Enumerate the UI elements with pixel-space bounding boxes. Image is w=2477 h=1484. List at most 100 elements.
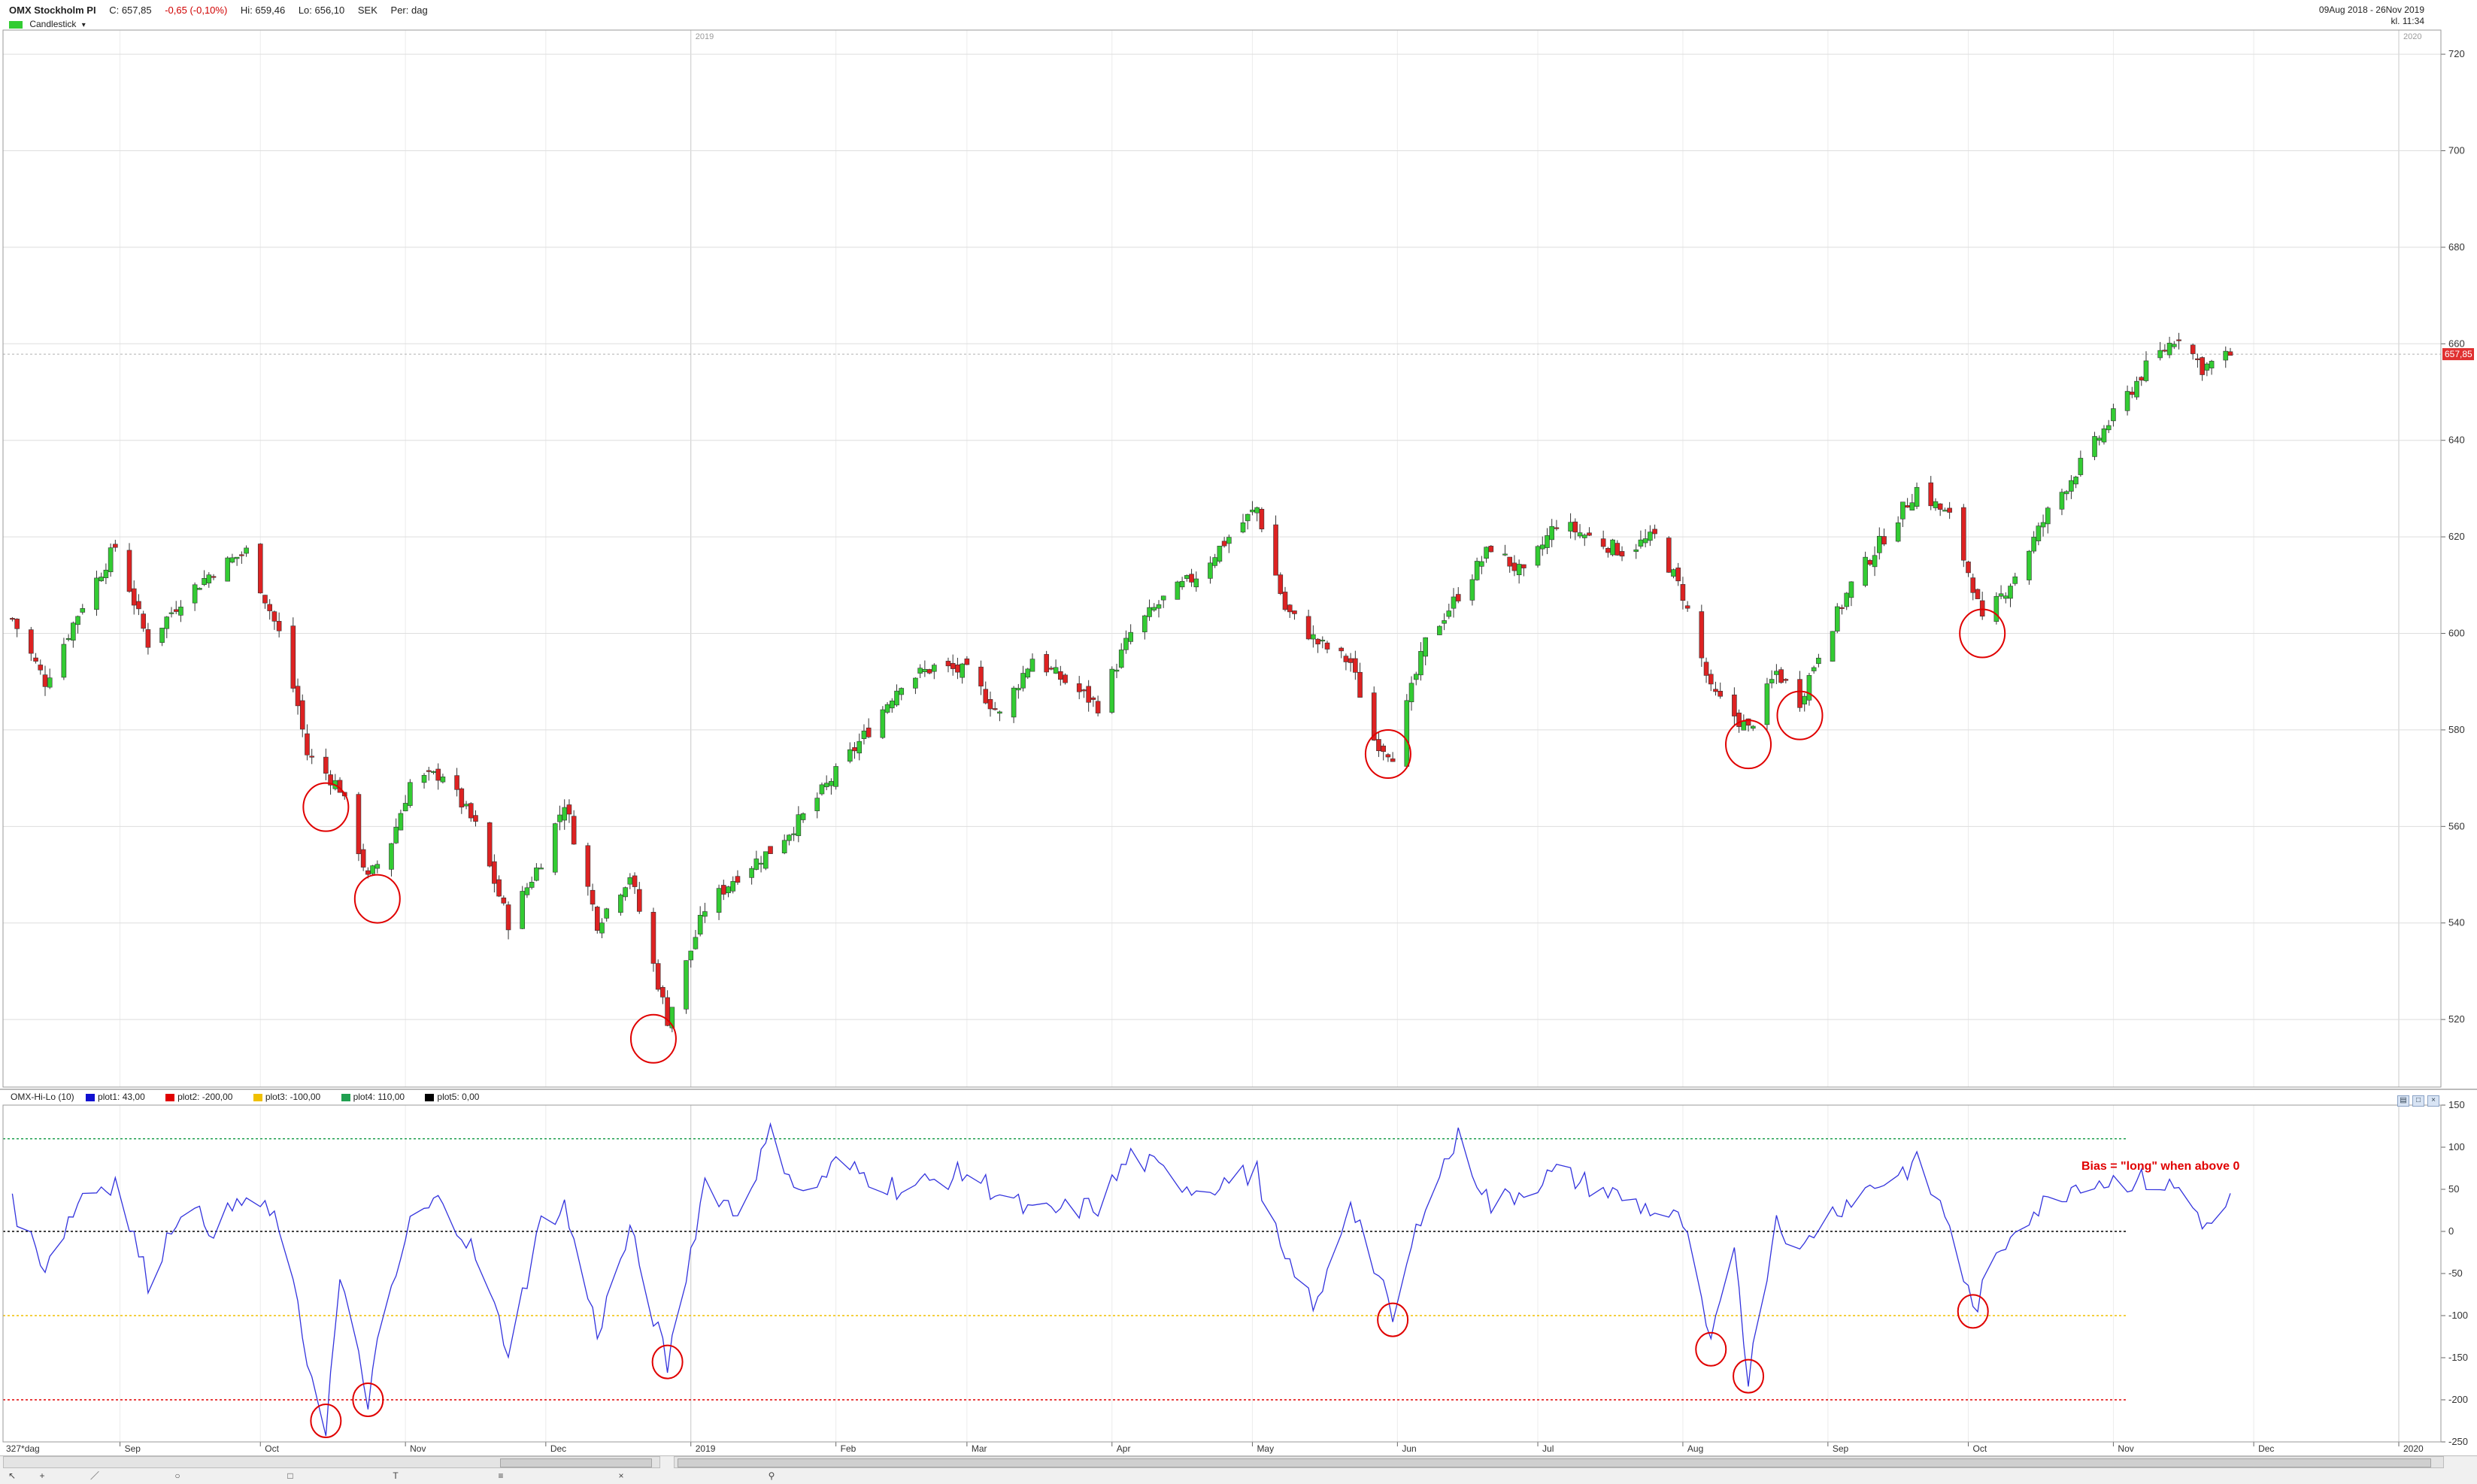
candle-down <box>492 861 497 884</box>
delete-tool-icon[interactable]: × <box>618 1470 624 1481</box>
candle-down <box>590 889 596 905</box>
candle-up <box>2157 350 2163 359</box>
candle-up <box>823 783 829 788</box>
candle-down <box>211 576 217 578</box>
time-tick-label: Oct <box>1973 1443 1987 1454</box>
candle-up <box>623 887 628 898</box>
candle-up <box>1811 667 1817 671</box>
candle-up <box>2166 343 2172 356</box>
candle-down <box>1970 577 1976 593</box>
period-label[interactable]: Per: dag <box>390 5 428 16</box>
candle-down <box>1554 527 1560 529</box>
price-axis-label: 660 <box>2448 338 2465 349</box>
candle-up <box>389 843 394 870</box>
panel-close-icon[interactable]: × <box>2427 1095 2439 1107</box>
legend-swatch <box>253 1093 262 1101</box>
highlight-circle <box>629 1013 677 1064</box>
line-tool-icon[interactable]: ／ <box>90 1470 100 1481</box>
candle-down <box>356 794 362 855</box>
candle-up <box>1648 532 1653 541</box>
bias-annotation: Bias = "long" when above 0 <box>2081 1160 2240 1173</box>
indicator-axis-label: -250 <box>2448 1436 2468 1447</box>
candle-down <box>1353 658 1358 673</box>
candle-down <box>290 625 296 689</box>
rectangle-tool-icon[interactable]: □ <box>287 1470 293 1481</box>
scrollbar-thumb[interactable] <box>500 1458 652 1467</box>
candle-up <box>2012 576 2018 584</box>
circle-tool-icon[interactable]: ○ <box>174 1470 180 1481</box>
candle-down <box>571 816 577 845</box>
fibonacci-tool-icon[interactable]: ≡ <box>498 1470 504 1481</box>
candle-down <box>1605 547 1611 553</box>
candle-down <box>1732 694 1737 716</box>
instrument-name[interactable]: OMX Stockholm PI <box>9 5 96 16</box>
candle-down <box>360 849 366 868</box>
candle-up <box>1545 535 1550 548</box>
chart-type-selector[interactable]: Candlestick ▾ <box>9 19 86 29</box>
candle-up <box>669 1007 675 1028</box>
time-tick-label: Nov <box>410 1443 426 1454</box>
candle-up <box>861 730 867 739</box>
candle-down <box>305 733 310 756</box>
candle-down <box>1713 689 1718 692</box>
change-value: -0,65 (-0,10%) <box>165 5 228 16</box>
candle-down <box>38 665 44 671</box>
legend-plot4: plot4: 110,00 <box>341 1092 414 1102</box>
scrollbar-thumb[interactable] <box>678 1458 2431 1467</box>
candle-down <box>299 700 305 730</box>
candle-down <box>1718 691 1724 697</box>
candle-up <box>627 877 633 885</box>
text-tool-icon[interactable]: T <box>393 1470 399 1481</box>
timestamp: kl. 11:34 <box>2391 16 2424 26</box>
candle-up <box>80 608 86 613</box>
crosshair-icon[interactable]: + <box>39 1470 45 1481</box>
indicator-axis-label: 100 <box>2448 1141 2465 1152</box>
time-scrollbar-right[interactable] <box>674 1456 2444 1468</box>
candle-up <box>244 547 249 554</box>
candle-up <box>899 688 905 695</box>
panel-maximize-icon[interactable]: □ <box>2412 1095 2424 1107</box>
candle-down <box>1058 671 1063 680</box>
high-value: Hi: 659,46 <box>240 5 286 16</box>
candle-up <box>1212 557 1217 566</box>
candle-down <box>257 544 263 594</box>
candle-up <box>108 547 114 573</box>
candle-up <box>1053 667 1059 674</box>
candle-up <box>103 569 109 578</box>
candle-up <box>819 784 825 795</box>
time-tick-label: Oct <box>265 1443 279 1454</box>
candle-up <box>374 864 380 869</box>
candle-up <box>1844 592 1850 607</box>
candle-up <box>2172 344 2177 347</box>
candle-up <box>1254 507 1260 513</box>
candle-up <box>234 556 240 559</box>
candle-up <box>408 782 413 806</box>
candle-up <box>917 668 923 674</box>
highlight-circle <box>651 1344 684 1380</box>
candle-down <box>29 629 34 654</box>
candle-down <box>1357 671 1363 698</box>
candle-up <box>2223 350 2229 361</box>
indicator-name[interactable]: OMX-Hi-Lo (10) <box>11 1092 74 1102</box>
candle-down <box>262 595 268 604</box>
candle-up <box>2106 425 2112 431</box>
candle-down <box>173 609 179 612</box>
candle-down <box>271 611 277 622</box>
candle-down <box>1680 584 1686 601</box>
time-scrollbar[interactable] <box>3 1456 660 1468</box>
candle-down <box>309 756 314 758</box>
candle-down <box>1587 532 1592 536</box>
candle-down <box>1343 656 1349 662</box>
candle-down <box>1839 607 1845 609</box>
candle-up <box>421 774 427 783</box>
panel-settings-icon[interactable]: ▤ <box>2397 1095 2409 1107</box>
chevron-down-icon[interactable]: ▾ <box>81 21 86 29</box>
zoom-tool-icon[interactable]: ⚲ <box>768 1470 775 1481</box>
candle-up <box>1549 525 1554 541</box>
candle-down <box>1521 564 1527 568</box>
candle-down <box>136 601 141 610</box>
candle-up <box>1568 522 1573 532</box>
candle-down <box>145 629 151 648</box>
pointer-icon[interactable]: ↖ <box>8 1470 17 1481</box>
